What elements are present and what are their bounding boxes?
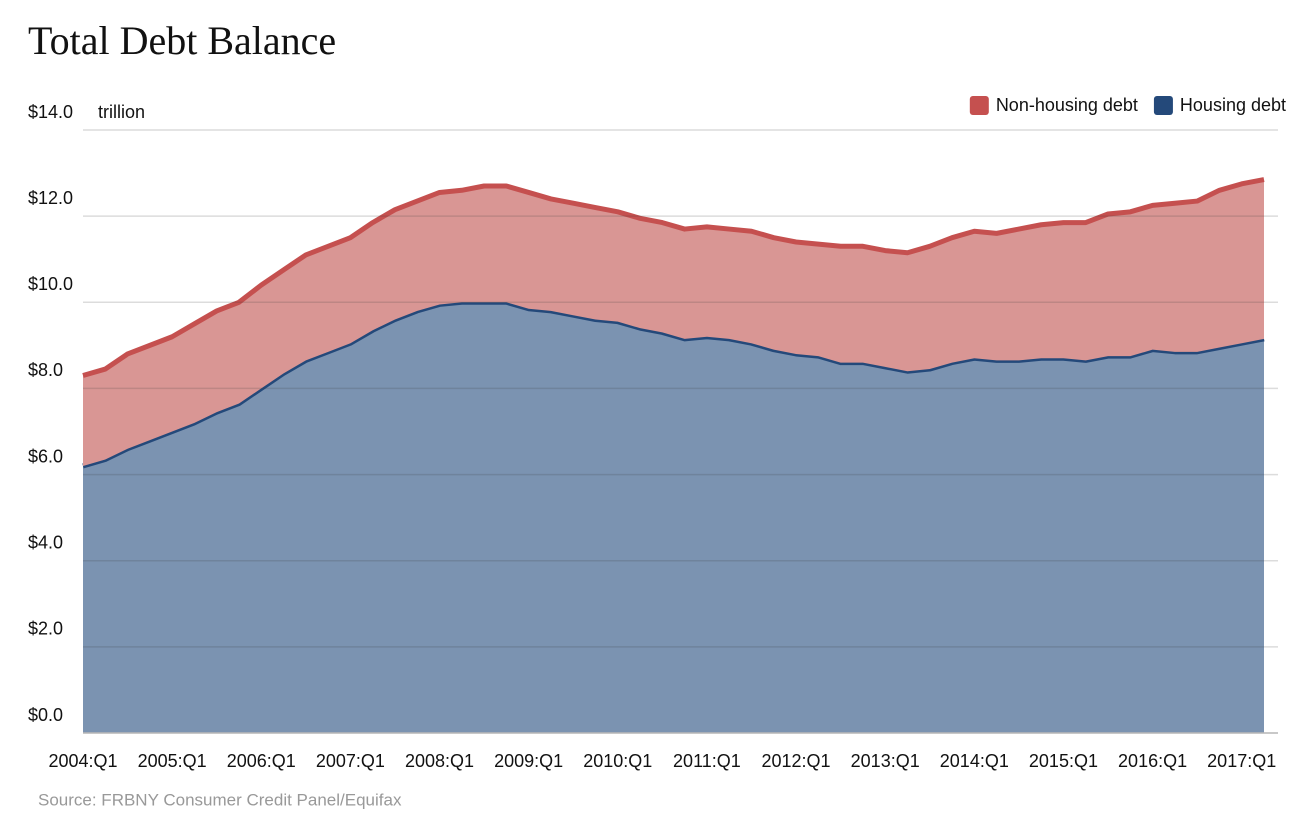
y-tick-label: $6.0 bbox=[28, 446, 63, 466]
x-tick-label: 2014:Q1 bbox=[940, 751, 1009, 771]
y-tick-label: $0.0 bbox=[28, 705, 63, 725]
x-tick-label: 2016:Q1 bbox=[1118, 751, 1187, 771]
x-tick-label: 2013:Q1 bbox=[851, 751, 920, 771]
x-tick-label: 2017:Q1 bbox=[1207, 751, 1276, 771]
area-line bbox=[82, 177, 1265, 378]
y-tick-label: $12.0 bbox=[28, 188, 73, 208]
y-axis-label: trillion bbox=[98, 102, 145, 122]
x-tick-label: 2012:Q1 bbox=[762, 751, 831, 771]
x-tick-label: 2010:Q1 bbox=[583, 751, 652, 771]
legend-swatch bbox=[969, 96, 989, 115]
x-tick-label: 2006:Q1 bbox=[227, 751, 296, 771]
y-tick-label: $4.0 bbox=[28, 532, 63, 552]
legend-swatch bbox=[1153, 96, 1173, 115]
y-tick-label: $8.0 bbox=[28, 360, 63, 380]
area bbox=[83, 179, 1264, 466]
x-tick-label: 2008:Q1 bbox=[405, 751, 474, 771]
x-tick-label: 2007:Q1 bbox=[316, 751, 385, 771]
legend-label: Housing debt bbox=[1180, 95, 1286, 115]
area bbox=[83, 302, 1264, 733]
y-tick-label: $14.0 bbox=[28, 102, 73, 122]
legend-label: Non-housing debt bbox=[996, 95, 1138, 115]
x-tick-label: 2005:Q1 bbox=[138, 751, 207, 771]
x-tick-label: 2009:Q1 bbox=[494, 751, 563, 771]
x-tick-label: 2015:Q1 bbox=[1029, 751, 1098, 771]
x-tick-label: 2004:Q1 bbox=[48, 751, 117, 771]
y-tick-label: $2.0 bbox=[28, 619, 63, 639]
y-tick-label: $10.0 bbox=[28, 274, 73, 294]
x-tick-label: 2011:Q1 bbox=[673, 751, 741, 771]
chart-title: Total Debt Balance bbox=[28, 18, 336, 63]
source: Source: FRBNY Consumer Credit Panel/Equi… bbox=[38, 790, 402, 809]
